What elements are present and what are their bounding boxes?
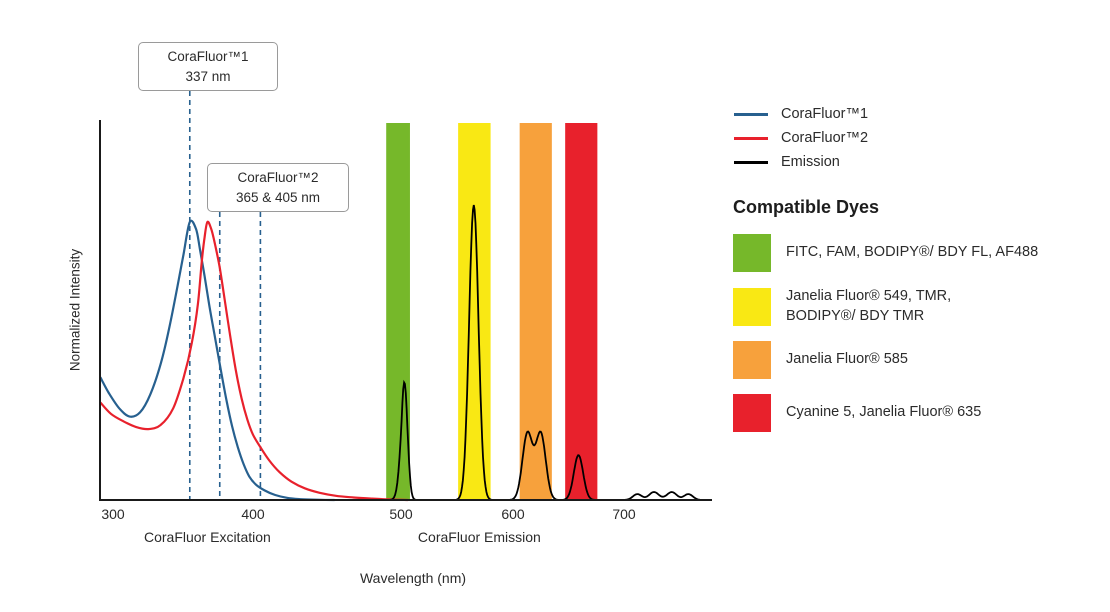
legend-line-swatch bbox=[734, 136, 768, 140]
legend-item-2: CoraFluor™2 bbox=[734, 130, 868, 146]
region-label-2: CoraFluor Emission bbox=[417, 529, 541, 545]
callout-corafluor1-wavelength: 337 nm bbox=[185, 68, 231, 84]
legend-line-swatch bbox=[734, 160, 768, 164]
legend-label: CoraFluor™2 bbox=[781, 130, 869, 146]
dye-item-2: Janelia Fluor® 549, TMR, BODIPY®/ BDY TM… bbox=[733, 287, 1038, 326]
filter-band-2 bbox=[458, 123, 491, 500]
compatible-dyes-list: FITC, FAM, BODIPY®/ BDY FL, AF488 Janelia… bbox=[733, 234, 1038, 433]
filter-band-4 bbox=[565, 123, 598, 500]
legend-label: CoraFluor™1 bbox=[781, 106, 869, 122]
callout-corafluor2: CoraFluor™2 365 & 405 nm bbox=[207, 163, 349, 213]
x-tick-400: 400 bbox=[241, 506, 265, 522]
dye-label: Cyanine 5, Janelia Fluor® 635 bbox=[786, 404, 982, 421]
legend-item-1: CoraFluor™1 bbox=[734, 106, 868, 122]
dye-item-4: Cyanine 5, Janelia Fluor® 635 bbox=[733, 394, 1038, 433]
callout-corafluor2-title: CoraFluor™2 bbox=[237, 170, 319, 185]
dye-color-swatch bbox=[733, 394, 771, 433]
y-axis-label: Normalized Intensity bbox=[67, 248, 83, 372]
legend-item-3: Emission bbox=[734, 154, 868, 170]
legend: CoraFluor™1 CoraFluor™2 Emission bbox=[734, 106, 868, 170]
x-tick-500: 500 bbox=[389, 506, 413, 522]
x-axis-label: Wavelength (nm) bbox=[359, 570, 467, 586]
dye-label: FITC, FAM, BODIPY®/ BDY FL, AF488 bbox=[786, 244, 1039, 261]
dye-color-swatch bbox=[733, 287, 771, 326]
callout-corafluor2-wavelength: 365 & 405 nm bbox=[235, 189, 321, 205]
dye-color-swatch bbox=[733, 341, 771, 380]
callout-corafluor1: CoraFluor™1 337 nm bbox=[138, 42, 278, 92]
callout-corafluor1-title: CoraFluor™1 bbox=[167, 49, 249, 64]
legend-line-swatch bbox=[734, 112, 768, 116]
filter-band-1 bbox=[386, 123, 410, 500]
excitation-curve-1 bbox=[99, 219, 336, 502]
region-label-1: CoraFluor Excitation bbox=[143, 529, 271, 545]
dye-label: Janelia Fluor® 549, TMR, BODIPY®/ BDY TM… bbox=[786, 288, 952, 324]
dye-label: Janelia Fluor® 585 bbox=[786, 351, 908, 368]
compatible-dyes-heading: Compatible Dyes bbox=[733, 197, 880, 217]
x-tick-700: 700 bbox=[612, 506, 636, 522]
dye-item-3: Janelia Fluor® 585 bbox=[733, 341, 1038, 380]
excitation-curve-2 bbox=[99, 220, 409, 502]
x-tick-300: 300 bbox=[101, 506, 125, 522]
x-tick-600: 600 bbox=[501, 506, 525, 522]
dye-color-swatch bbox=[733, 234, 771, 272]
legend-label: Emission bbox=[781, 154, 840, 170]
dye-item-1: FITC, FAM, BODIPY®/ BDY FL, AF488 bbox=[733, 234, 1038, 272]
